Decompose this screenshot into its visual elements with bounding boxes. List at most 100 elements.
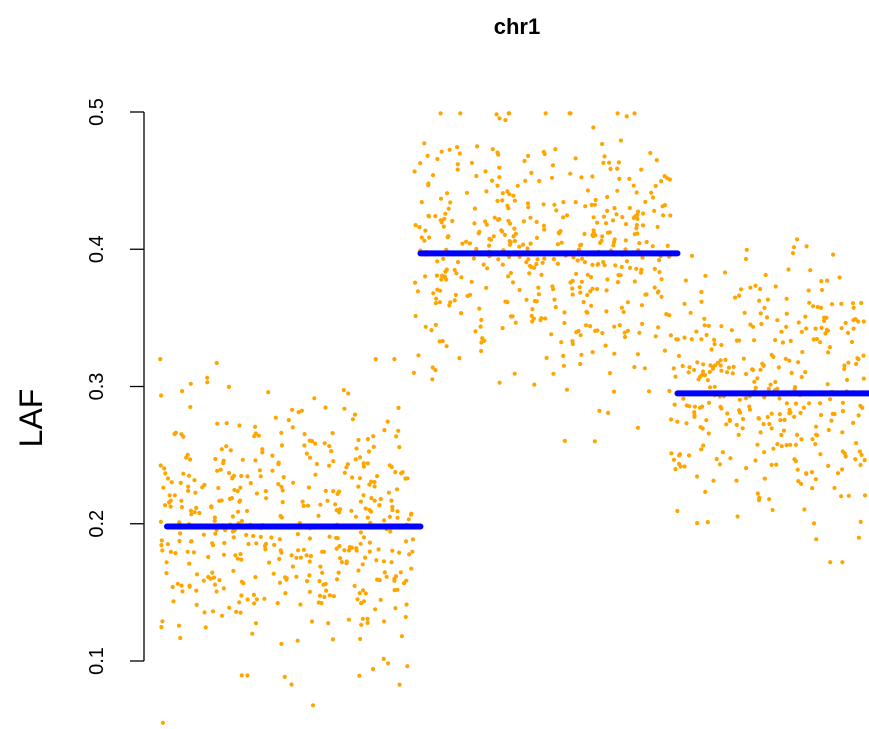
data-point — [435, 156, 440, 162]
data-point — [810, 437, 815, 442]
data-point — [252, 434, 257, 439]
data-point — [555, 242, 561, 247]
data-point — [381, 559, 386, 564]
data-point — [334, 535, 339, 541]
data-point — [796, 360, 801, 365]
data-point — [819, 325, 824, 330]
data-point — [221, 586, 226, 591]
data-point — [662, 203, 668, 208]
data-point — [704, 332, 709, 338]
data-point — [543, 316, 548, 321]
data-point — [284, 576, 289, 581]
data-point — [684, 421, 689, 426]
data-point — [578, 333, 583, 338]
data-point — [457, 356, 462, 361]
data-point — [811, 521, 817, 526]
data-point — [604, 309, 609, 314]
data-point — [248, 481, 253, 486]
data-point — [359, 622, 364, 627]
data-point — [318, 564, 323, 569]
data-point — [763, 272, 768, 278]
data-point — [502, 232, 507, 237]
data-point — [389, 498, 394, 503]
data-point — [593, 197, 598, 203]
data-point — [856, 319, 861, 324]
data-point — [452, 267, 457, 273]
data-point — [804, 326, 809, 331]
data-point — [777, 396, 782, 401]
data-point — [584, 309, 589, 314]
data-point — [438, 196, 444, 201]
data-point — [342, 548, 347, 553]
data-point — [360, 616, 365, 621]
data-point — [356, 437, 361, 443]
data-point — [397, 445, 402, 450]
data-point — [769, 462, 774, 467]
data-point — [177, 520, 182, 525]
data-point — [733, 295, 738, 300]
data-point — [426, 183, 431, 188]
data-point — [851, 326, 856, 331]
data-point — [162, 503, 168, 508]
data-point — [413, 313, 418, 319]
data-point — [861, 353, 866, 358]
data-point — [245, 673, 250, 678]
data-point — [410, 537, 415, 542]
data-point — [659, 179, 664, 184]
data-point — [320, 570, 325, 575]
data-point — [158, 357, 163, 362]
data-point — [861, 319, 866, 324]
data-point — [591, 125, 596, 130]
data-point — [601, 214, 607, 219]
data-point — [624, 114, 629, 119]
data-point — [767, 421, 772, 427]
data-point — [780, 340, 786, 345]
data-point — [804, 244, 809, 249]
data-point — [695, 360, 700, 365]
data-point — [570, 341, 575, 347]
data-point — [422, 238, 427, 243]
data-point — [688, 310, 693, 315]
data-point — [369, 479, 374, 484]
data-point — [508, 270, 513, 276]
data-point — [811, 304, 816, 309]
data-point — [483, 219, 488, 224]
data-point — [526, 205, 531, 210]
data-point — [692, 414, 697, 419]
data-point — [712, 384, 717, 389]
data-point — [718, 404, 723, 409]
data-point — [277, 556, 282, 562]
data-point — [637, 241, 642, 246]
data-point — [767, 497, 772, 502]
data-point — [612, 351, 617, 356]
data-point — [582, 231, 587, 237]
data-point — [254, 597, 259, 602]
data-point — [737, 293, 742, 298]
data-point — [832, 411, 837, 417]
data-point — [678, 464, 683, 469]
data-point — [398, 570, 403, 575]
data-point — [434, 273, 439, 278]
data-point — [617, 176, 622, 181]
data-point — [740, 426, 745, 431]
data-point — [469, 279, 474, 284]
data-point — [260, 447, 265, 452]
data-point — [525, 246, 530, 251]
data-point — [392, 588, 397, 593]
data-point — [365, 461, 370, 466]
data-point — [759, 321, 764, 327]
data-point — [789, 370, 794, 375]
data-point — [726, 365, 732, 370]
data-point — [826, 427, 831, 433]
data-point — [588, 289, 593, 294]
data-point — [568, 171, 573, 176]
data-point — [770, 507, 775, 513]
data-point — [327, 463, 332, 468]
data-point — [744, 371, 749, 377]
data-point — [840, 430, 845, 435]
data-point — [393, 470, 398, 475]
data-point — [553, 147, 558, 152]
data-point — [649, 190, 654, 195]
data-point — [799, 437, 804, 442]
data-point — [710, 366, 716, 371]
